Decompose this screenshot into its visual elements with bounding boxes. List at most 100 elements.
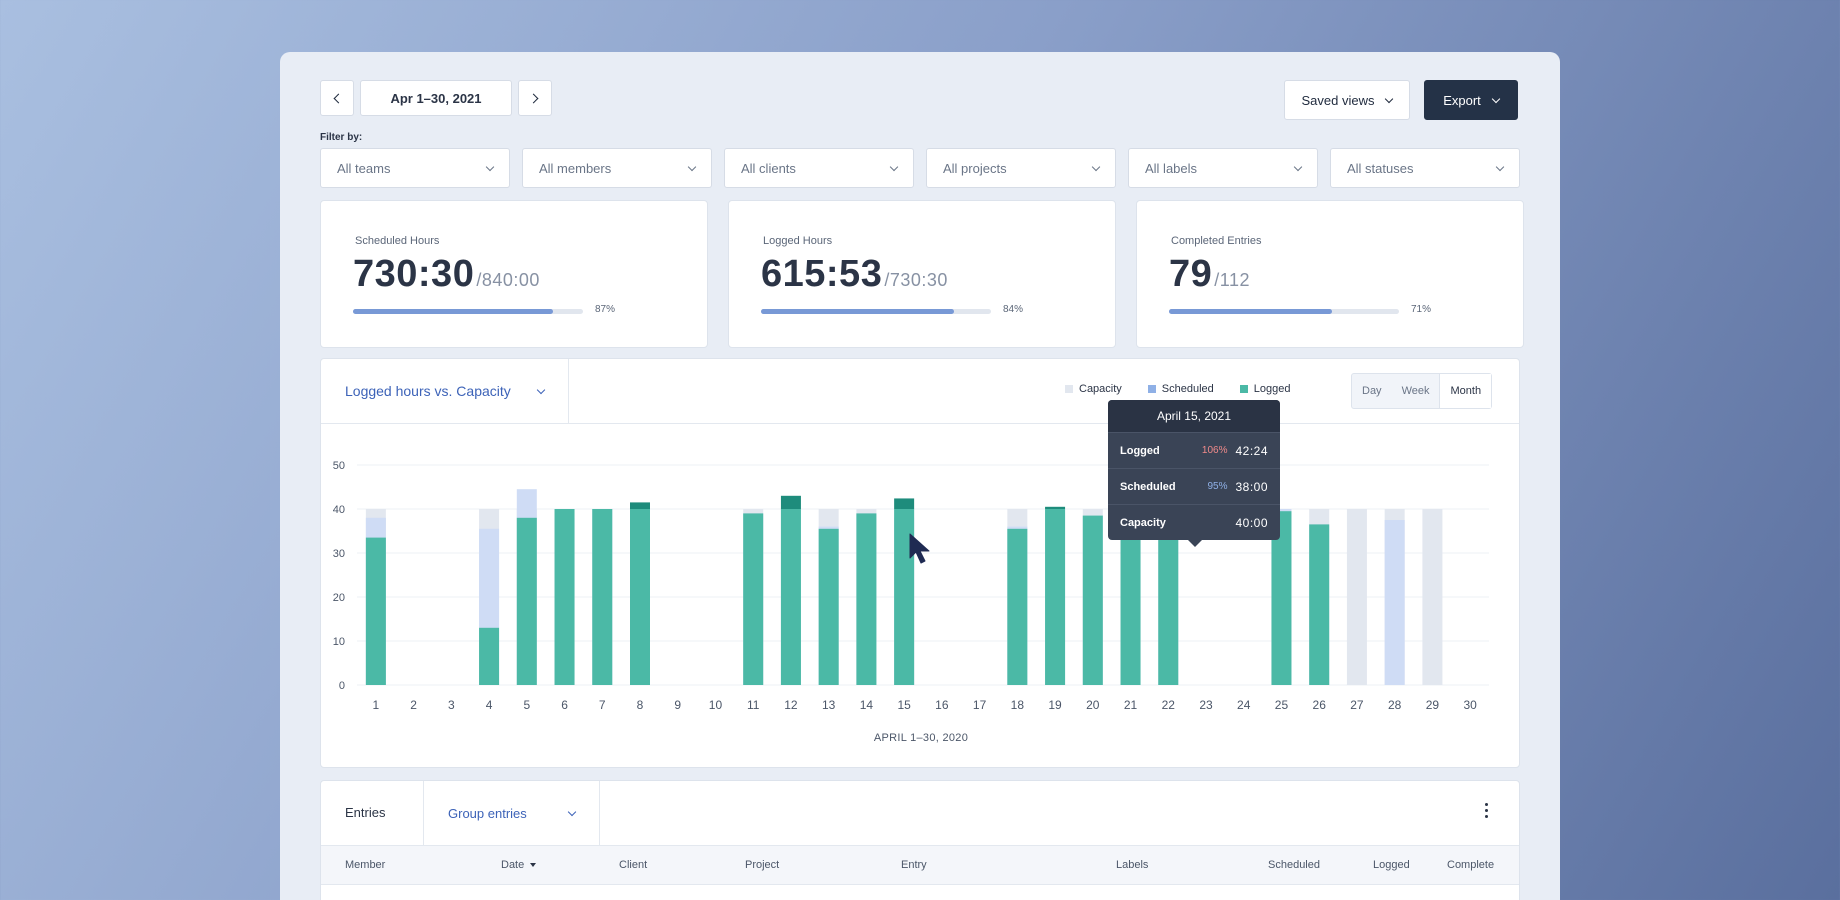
logged-bar: [592, 509, 613, 685]
x-tick-label: 15: [897, 698, 911, 712]
chart-metric-selector[interactable]: Logged hours vs. Capacity: [321, 359, 569, 423]
filter-teams[interactable]: All teams: [320, 148, 510, 188]
saved-views-label: Saved views: [1301, 92, 1375, 108]
filter-members[interactable]: All members: [522, 148, 712, 188]
entries-table: Entries Group entries Member Date Client…: [320, 780, 1520, 900]
logged-bar: [1045, 509, 1066, 685]
legend-label: Logged: [1253, 383, 1291, 395]
column-scheduled[interactable]: Scheduled: [1268, 859, 1320, 871]
tooltip-row-name: Capacity: [1120, 516, 1166, 529]
tab-week[interactable]: Week: [1401, 385, 1430, 397]
chevron-down-icon: [1491, 94, 1501, 103]
logged-bar: [894, 509, 915, 685]
filter-label: All clients: [741, 160, 796, 176]
column-entry[interactable]: Entry: [901, 859, 927, 871]
logged-bar: [365, 537, 386, 685]
progress-percent: 87%: [595, 304, 616, 315]
x-tick-label: 12: [784, 698, 798, 712]
divider: [423, 781, 424, 845]
date-range-picker[interactable]: Apr 1–30, 2021: [360, 80, 512, 116]
range-tabs: Day Week Month: [1351, 373, 1493, 409]
tab-month[interactable]: Month: [1439, 374, 1492, 408]
filter-statuses[interactable]: All statuses: [1330, 148, 1520, 188]
logged-bar: [1271, 511, 1292, 685]
y-tick-label: 10: [333, 636, 345, 648]
column-complete[interactable]: Complete: [1447, 859, 1495, 871]
x-tick-label: 25: [1275, 698, 1289, 712]
more-options-icon[interactable]: [1485, 803, 1489, 818]
group-entries-dropdown[interactable]: Group entries: [424, 781, 600, 845]
y-tick-label: 0: [339, 680, 345, 692]
legend-label: Scheduled: [1161, 383, 1214, 395]
report-panel: Apr 1–30, 2021 Saved views Export Filter…: [280, 52, 1560, 900]
column-client[interactable]: Client: [619, 859, 648, 871]
filter-by-label: Filter by:: [320, 132, 363, 143]
capacity-bar: [1346, 509, 1367, 685]
card-value: 730:30/840:00: [353, 253, 540, 296]
column-date[interactable]: Date: [501, 859, 537, 871]
logged-bar: [780, 509, 801, 685]
export-button[interactable]: Export: [1424, 80, 1518, 120]
next-period-button[interactable]: [518, 80, 552, 116]
card-value: 615:53/730:30: [761, 253, 948, 296]
column-member[interactable]: Member: [345, 859, 386, 871]
column-date-label: Date: [501, 859, 525, 871]
tooltip-arrow: [1188, 540, 1202, 547]
filter-projects[interactable]: All projects: [926, 148, 1116, 188]
column-logged[interactable]: Logged: [1373, 859, 1410, 871]
logged-bar: [479, 627, 500, 685]
group-entries-label: Group entries: [448, 805, 527, 821]
tooltip-date: April 15, 2021: [1108, 400, 1280, 432]
logged-bar: [1120, 509, 1141, 685]
chevron-right-icon: [528, 93, 539, 103]
table-header: Member Date Client Project Entry Labels …: [321, 845, 1519, 885]
logged-bar: [1082, 515, 1103, 685]
x-tick-label: 21: [1124, 698, 1138, 712]
chart-metric-label: Logged hours vs. Capacity: [345, 383, 511, 399]
x-tick-label: 20: [1086, 698, 1100, 712]
tooltip-row-pct: 106%: [1201, 445, 1228, 456]
sort-down-icon: [530, 863, 537, 867]
logged-over-capacity-bar: [894, 498, 915, 509]
tab-day[interactable]: Day: [1362, 385, 1382, 397]
x-tick-label: 3: [448, 698, 455, 712]
card-label: Scheduled Hours: [355, 235, 440, 247]
logged-bar: [1158, 509, 1179, 685]
card-value-main: 730:30: [353, 253, 475, 295]
x-tick-label: 26: [1313, 698, 1327, 712]
saved-views-button[interactable]: Saved views: [1284, 80, 1410, 120]
x-tick-label: 24: [1237, 698, 1251, 712]
logged-over-capacity-bar: [630, 502, 650, 509]
entries-title: Entries: [345, 805, 386, 820]
x-tick-label: 19: [1048, 698, 1062, 712]
x-tick-label: 10: [709, 698, 723, 712]
x-tick-label: 17: [973, 698, 987, 712]
scheduled-hours-card: Scheduled Hours 730:30/840:00 87%: [320, 200, 708, 348]
x-tick-label: 8: [637, 698, 644, 712]
chevron-down-icon: [1091, 162, 1101, 171]
card-total: /730:30: [884, 270, 948, 290]
card-label: Completed Entries: [1171, 235, 1262, 247]
chevron-down-icon: [1495, 162, 1505, 171]
x-tick-label: 22: [1162, 698, 1176, 712]
column-labels[interactable]: Labels: [1116, 859, 1149, 871]
filter-label: All statuses: [1347, 160, 1414, 176]
tooltip-row-logged: Logged 106% 42:24: [1108, 432, 1280, 468]
legend-swatch: [1239, 385, 1248, 393]
card-total: /112: [1214, 270, 1250, 290]
chart-card: Logged hours vs. Capacity Capacity Sched…: [320, 358, 1520, 768]
filter-labels[interactable]: All labels: [1128, 148, 1318, 188]
tooltip-row-value: 40:00: [1235, 515, 1268, 530]
y-tick-label: 50: [333, 460, 345, 472]
column-project[interactable]: Project: [745, 859, 780, 871]
legend-capacity: Capacity: [1065, 383, 1122, 395]
x-axis-label: APRIL 1–30, 2020: [873, 732, 969, 744]
progress-fill: [353, 309, 554, 314]
prev-period-button[interactable]: [320, 80, 354, 116]
logged-bar: [630, 509, 650, 685]
card-value-main: 79: [1169, 253, 1213, 295]
tooltip-row-name: Logged: [1120, 444, 1160, 457]
filter-clients[interactable]: All clients: [724, 148, 914, 188]
x-tick-label: 2: [410, 698, 417, 712]
